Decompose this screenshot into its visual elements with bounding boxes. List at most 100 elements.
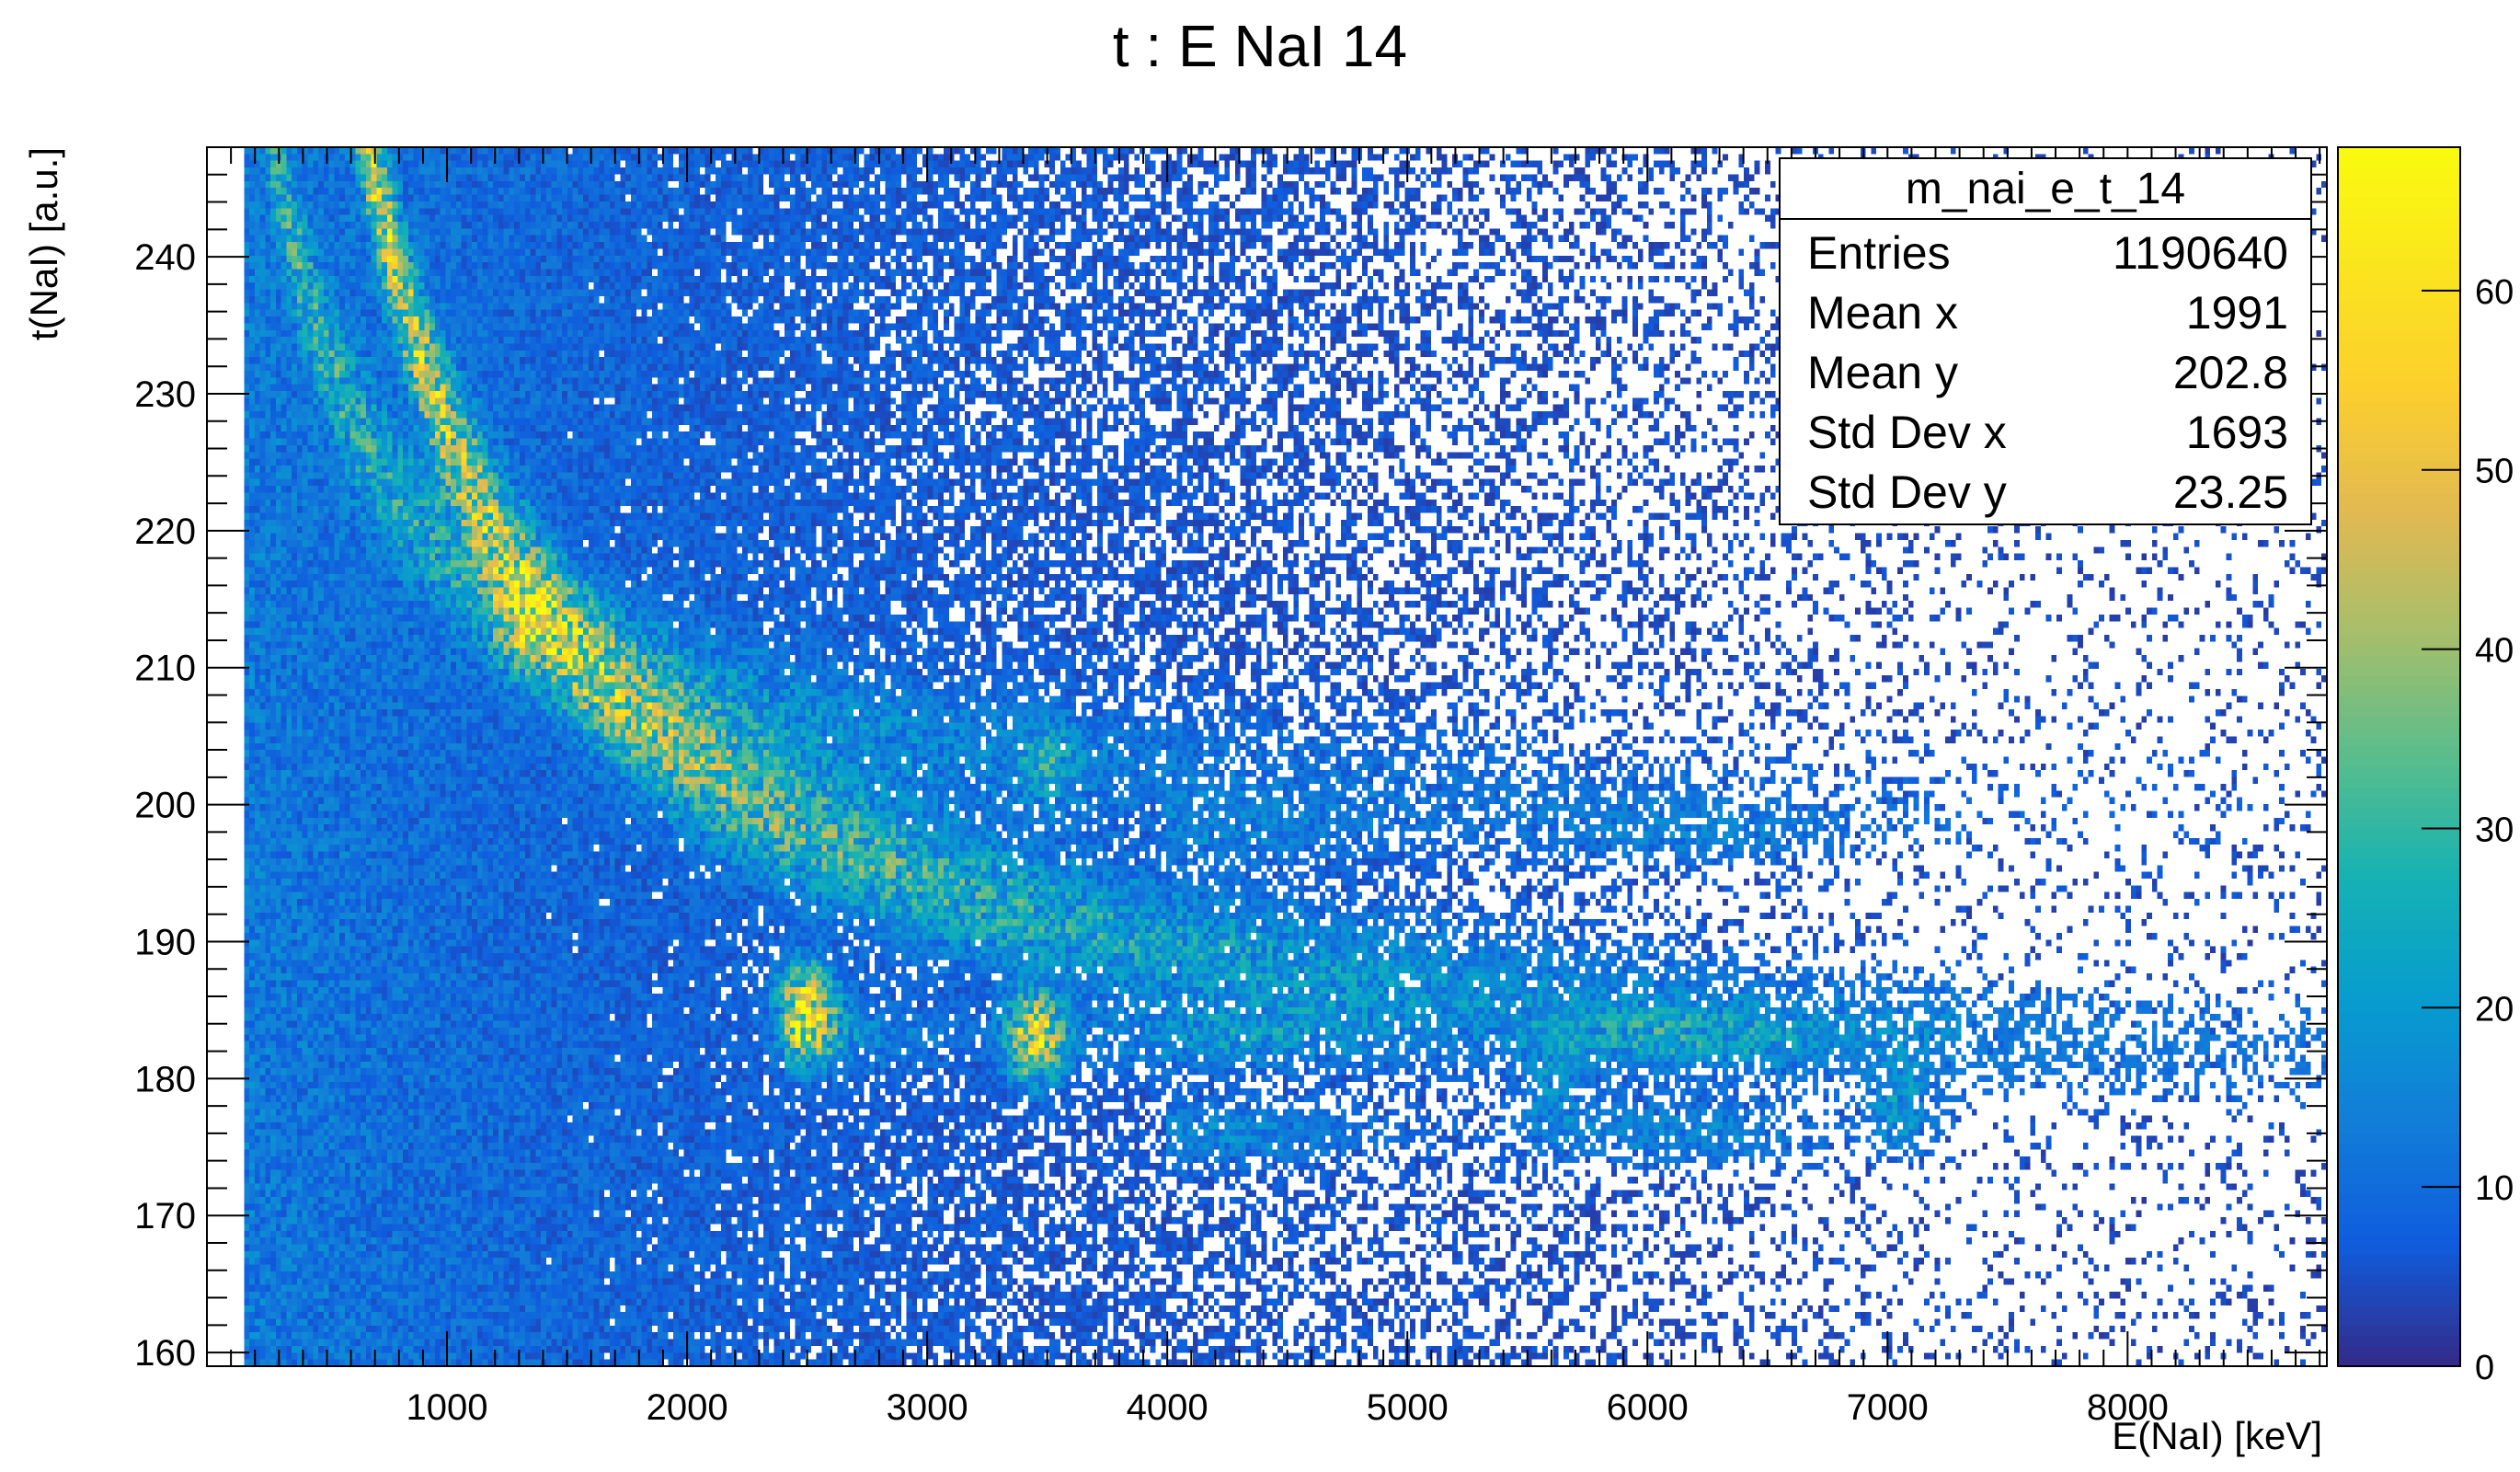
stats-value: 1693: [2186, 407, 2288, 458]
stats-box-name: m_nai_e_t_14: [1906, 165, 2185, 213]
colorbar-strip: [2338, 157, 2460, 168]
colorbar-strip: [2338, 818, 2460, 829]
colorbar-strip: [2338, 381, 2460, 392]
x-tick-label: 6000: [1607, 1387, 1689, 1428]
colorbar-strip: [2338, 523, 2460, 535]
x-tick-label: 5000: [1367, 1387, 1449, 1428]
stats-value: 202.8: [2173, 347, 2288, 398]
colorbar-strip: [2338, 1305, 2460, 1317]
x-tick-label: 2000: [647, 1387, 728, 1428]
colorbar-tick-label: 10: [2475, 1169, 2514, 1208]
colorbar-strip: [2338, 838, 2460, 849]
colorbar-strip: [2338, 615, 2460, 626]
colorbar-strip: [2338, 147, 2460, 158]
colorbar-strip: [2338, 1122, 2460, 1133]
colorbar-strip: [2338, 1224, 2460, 1235]
colorbar-strip: [2338, 482, 2460, 493]
colorbar-strip: [2338, 198, 2460, 209]
colorbar-tick-label: 40: [2475, 632, 2514, 671]
stats-box: m_nai_e_t_14 Entries 1190640 Mean x 1991 Mea…: [1780, 158, 2311, 524]
colorbar-strip: [2338, 462, 2460, 473]
colorbar-strip: [2338, 1133, 2460, 1144]
colorbar-strip: [2338, 431, 2460, 443]
colorbar-strip: [2338, 788, 2460, 799]
colorbar-strip: [2338, 513, 2460, 524]
colorbar-strip: [2338, 584, 2460, 595]
colorbar-strip: [2338, 564, 2460, 575]
colorbar-strip: [2338, 1143, 2460, 1154]
colorbar-strip: [2338, 1092, 2460, 1103]
colorbar-strip: [2338, 1316, 2460, 1327]
colorbar-strip: [2338, 858, 2460, 869]
colorbar-strip: [2338, 330, 2460, 341]
colorbar-strip: [2338, 594, 2460, 605]
colorbar-tick-label: 30: [2475, 811, 2514, 849]
colorbar-strip: [2338, 1163, 2460, 1174]
x-tick-label: 1000: [407, 1387, 488, 1428]
colorbar-strip: [2338, 492, 2460, 503]
colorbar: 0 10 20 30 40 50 60: [2338, 147, 2514, 1387]
colorbar-strip: [2338, 310, 2460, 321]
colorbar-strip: [2338, 421, 2460, 432]
y-tick-label: 170: [134, 1196, 196, 1236]
colorbar-strip: [2338, 1001, 2460, 1012]
colorbar-strip: [2338, 665, 2460, 676]
x-tick-label: 3000: [887, 1387, 968, 1428]
colorbar-strip: [2338, 1011, 2460, 1022]
y-tick-label: 200: [134, 786, 196, 826]
y-tick-label: 190: [134, 922, 196, 962]
colorbar-strip: [2338, 1112, 2460, 1123]
y-tick-label: 240: [134, 237, 196, 278]
colorbar-strip: [2338, 1173, 2460, 1184]
stats-label: Mean x: [1807, 287, 1958, 339]
colorbar-tick-label: 20: [2475, 990, 2514, 1029]
colorbar-strip: [2338, 736, 2460, 747]
colorbar-tick-label: 60: [2475, 273, 2514, 312]
colorbar-strip: [2338, 696, 2460, 707]
colorbar-strip: [2338, 706, 2460, 717]
y-tick-label: 220: [134, 512, 196, 552]
colorbar-strip: [2338, 411, 2460, 422]
colorbar-strip: [2338, 929, 2460, 940]
colorbar-strip: [2338, 1072, 2460, 1083]
colorbar-strip: [2338, 1245, 2460, 1256]
colorbar-strip: [2338, 960, 2460, 971]
colorbar-strip: [2338, 1275, 2460, 1286]
y-tick-label: 160: [134, 1333, 196, 1374]
colorbar-strip: [2338, 1102, 2460, 1113]
stats-value: 23.25: [2173, 466, 2288, 518]
colorbar-strip: [2338, 248, 2460, 259]
x-axis-title: E(NaI) [keV]: [2112, 1414, 2322, 1457]
colorbar-strip: [2338, 808, 2460, 819]
colorbar-tick-label: 50: [2475, 453, 2514, 491]
colorbar-strip: [2338, 746, 2460, 757]
stats-value: 1991: [2186, 287, 2288, 339]
colorbar-strip: [2338, 391, 2460, 402]
colorbar-strip: [2338, 949, 2460, 960]
colorbar-strip: [2338, 868, 2460, 880]
colorbar-strip: [2338, 889, 2460, 900]
colorbar-strip: [2338, 1041, 2460, 1052]
colorbar-strip: [2338, 919, 2460, 930]
colorbar-strip: [2338, 757, 2460, 768]
colorbar-strip: [2338, 208, 2460, 219]
colorbar-strip: [2338, 798, 2460, 809]
colorbar-strip: [2338, 1031, 2460, 1042]
colorbar-strip: [2338, 361, 2460, 372]
colorbar-strip: [2338, 1234, 2460, 1245]
colorbar-strip: [2338, 452, 2460, 463]
y-tick-label: 180: [134, 1059, 196, 1099]
colorbar-strip: [2338, 1265, 2460, 1276]
x-tick-label: 7000: [1847, 1387, 1929, 1428]
chart-title: t : E NaI 14: [1113, 13, 1407, 79]
colorbar-tick-label: 0: [2475, 1349, 2494, 1387]
colorbar-strip: [2338, 371, 2460, 382]
colorbar-strip: [2338, 879, 2460, 890]
colorbar-strip: [2338, 502, 2460, 513]
colorbar-strip: [2338, 1203, 2460, 1214]
colorbar-strip: [2338, 259, 2460, 270]
colorbar-strip: [2338, 1346, 2460, 1357]
colorbar-strip: [2338, 970, 2460, 981]
colorbar-strip: [2338, 685, 2460, 696]
